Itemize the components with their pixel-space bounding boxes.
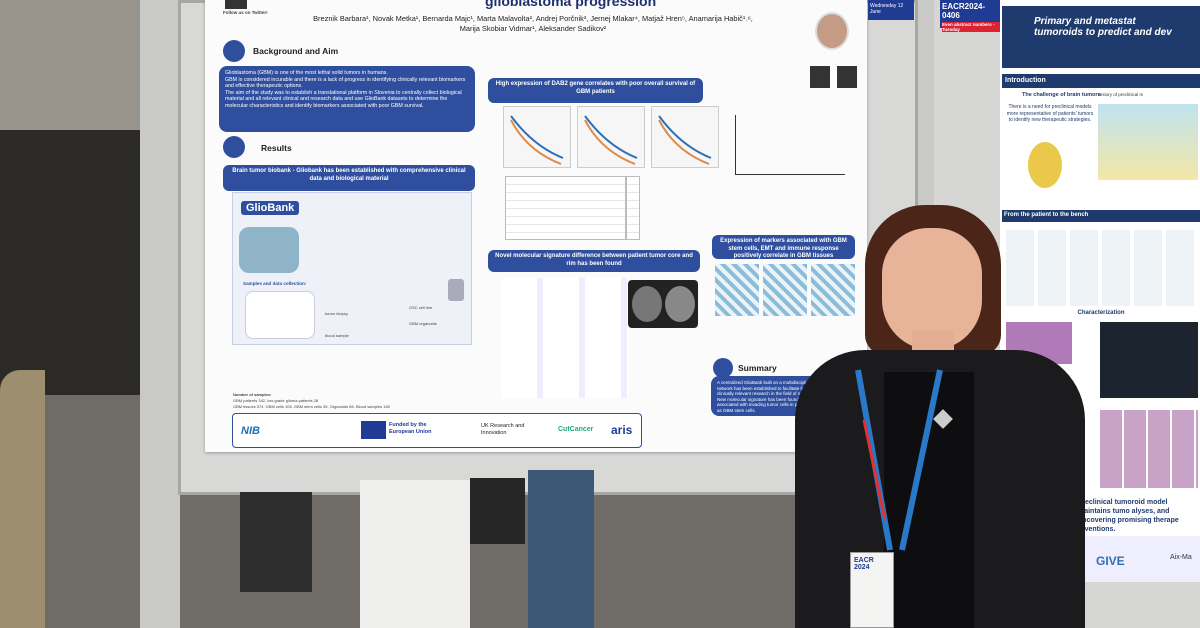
curve	[510, 119, 710, 165]
qr	[225, 0, 247, 9]
icon	[1028, 142, 1062, 188]
box-plots	[501, 278, 629, 398]
lanyard-stripe	[862, 419, 887, 521]
label: GSC cell line	[409, 305, 433, 310]
person-legs	[528, 470, 594, 628]
curve	[510, 115, 712, 159]
logo: aris	[611, 423, 633, 437]
curves	[510, 115, 712, 165]
workflow	[1006, 230, 1196, 306]
label: tumor biopsy	[325, 311, 348, 316]
intro-text: There is a need for preclinical models m…	[1006, 104, 1094, 123]
authors: Breznik Barbara¹, Novak Metka¹, Bernarda…	[313, 14, 753, 33]
samples	[245, 291, 315, 339]
label: GBM organoids	[409, 321, 437, 326]
person-legs	[360, 480, 470, 628]
brain	[632, 286, 662, 322]
brain	[665, 286, 695, 322]
table	[505, 176, 640, 240]
left-poster: Follow us on Twitter! glioblastoma progr…	[205, 0, 867, 452]
result-heading: High expression of DAB2 gene correlates …	[488, 78, 703, 103]
heatmap	[715, 264, 759, 316]
logo: GIVE	[1096, 554, 1125, 568]
gliobank-figure: GlioBank Samples and data collection: tu…	[232, 192, 472, 345]
result-heading: Novel molecular signature difference bet…	[488, 250, 700, 272]
logo: CutCancer	[558, 426, 594, 433]
wall-panel	[0, 0, 140, 130]
heading: The challenge of brain tumors	[1022, 92, 1101, 98]
qr	[837, 66, 857, 88]
stats: GBM patients 342, low grade glioma patie…	[233, 398, 319, 403]
map	[239, 227, 299, 273]
heatmap	[763, 264, 807, 316]
bullet: The aim of the study was to establish a …	[225, 89, 462, 109]
tag: Wednesday 12 June	[868, 0, 914, 20]
person	[0, 370, 45, 628]
logo: UK Research and Innovation	[481, 423, 525, 436]
section-title: From the patient to the bench	[1002, 210, 1200, 222]
background-box: Glioblastoma (GBM) is one of the most le…	[219, 66, 475, 132]
eu-flag	[361, 421, 386, 439]
label: Samples and data collection:	[243, 281, 307, 286]
section-title: Characterization	[1077, 310, 1125, 316]
person-legs	[470, 478, 525, 544]
poster-title: glioblastoma progression	[485, 0, 657, 9]
timeline	[1098, 104, 1198, 180]
section-title: Results	[261, 143, 292, 153]
twitter: Follow us on Twitter!	[223, 10, 268, 15]
title-line: Primary and metastat	[1034, 16, 1136, 27]
lanyard	[855, 369, 943, 551]
icon	[223, 40, 245, 62]
poster-number: EACR2024-0406 Even abstract numbers - Tu…	[940, 0, 1004, 32]
lanyard-strap	[855, 369, 943, 551]
label: blood sample	[325, 333, 349, 338]
bullet: A centralized GlioBank built on a multid…	[717, 380, 830, 396]
bullet: GBM is considered incurable and there is…	[225, 76, 466, 90]
heading: History of preclinical m	[1098, 92, 1144, 97]
title-line: tumoroids to predict and dev	[1034, 27, 1172, 38]
conclusion: preclinical tumoroid model maintains tum…	[1078, 499, 1179, 533]
table-line	[625, 176, 627, 240]
section-title: Background and Aim	[253, 46, 339, 56]
section-title: Introduction	[1002, 74, 1200, 88]
funder-strip: NIB Funded by the European Union UK Rese…	[232, 413, 642, 448]
bullet: Glioblastoma (GBM) is one of the most le…	[225, 70, 388, 76]
histology	[1100, 410, 1198, 488]
icon	[223, 136, 245, 158]
heatmap	[811, 264, 855, 316]
mri	[628, 280, 698, 328]
qr	[810, 66, 830, 88]
freezer	[448, 279, 464, 301]
dot-plot	[735, 115, 845, 175]
logo-strip: GIVE Aix-Ma	[1078, 536, 1200, 582]
person-legs	[240, 492, 312, 592]
gliobank: GlioBank	[241, 201, 300, 215]
stats: GBM tissues 374, GBM cells 105, GBM stem…	[233, 404, 390, 409]
stats-title: Number of samples:	[233, 392, 272, 397]
logo: NIB	[241, 425, 260, 437]
author-photo	[815, 12, 849, 50]
bullet: New molecular signature has been found t…	[717, 396, 826, 413]
logo: Aix-Ma	[1170, 554, 1192, 561]
result-heading: Expression of markers associated with GB…	[712, 235, 855, 259]
tag: Even abstract numbers - Tuesday	[942, 22, 1002, 32]
microscopy	[1100, 322, 1198, 398]
badge: EACR 2024	[850, 552, 894, 628]
section-title: Summary	[738, 363, 777, 373]
icon	[713, 358, 733, 378]
header: Primary and metastat tumoroids to predic…	[1002, 6, 1200, 68]
number: EACR2024-0406	[942, 2, 986, 20]
survival-plot	[651, 106, 719, 168]
board-post	[140, 0, 180, 628]
result-heading: Brain tumor biobank - Gliobank has been …	[223, 165, 475, 191]
face	[882, 228, 982, 350]
logo: Funded by the European Union	[389, 422, 432, 435]
